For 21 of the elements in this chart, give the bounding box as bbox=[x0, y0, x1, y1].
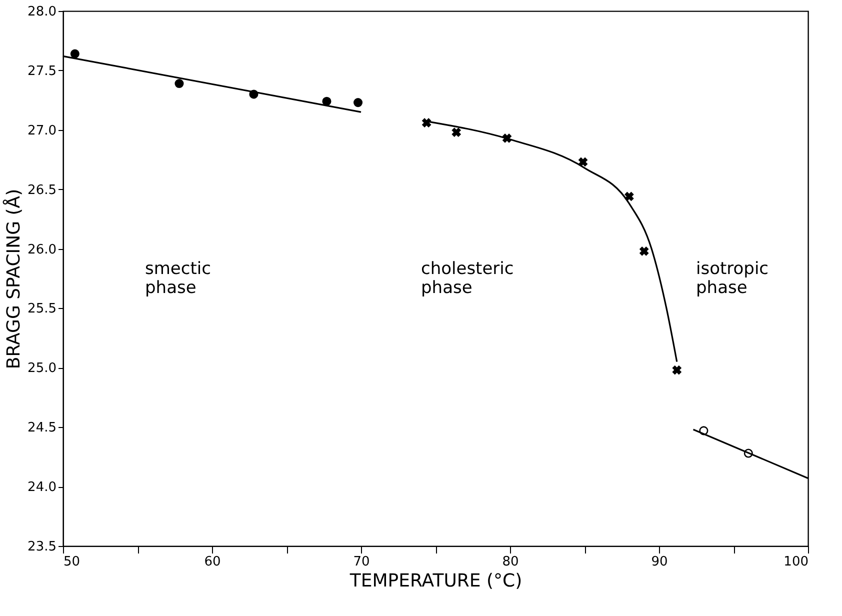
annotation: cholesteric phase bbox=[421, 259, 514, 298]
y-tick-label: 24.0 bbox=[28, 480, 56, 496]
x-tick-label: 70 bbox=[353, 554, 370, 570]
x-tick-label: 100 bbox=[784, 554, 808, 570]
y-tick-label: 24.5 bbox=[28, 420, 56, 436]
y-tick-label: 26.5 bbox=[28, 182, 56, 198]
y-axis-title: BRAGG SPACING (Å) bbox=[2, 188, 25, 370]
y-tick-label: 27.5 bbox=[28, 64, 56, 79]
x-tick-label: 90 bbox=[651, 554, 668, 570]
x-tick-label: 50 bbox=[64, 554, 80, 570]
x-tick-label: 60 bbox=[204, 554, 221, 570]
annotation: isotropic phase bbox=[696, 259, 769, 298]
x-axis-title: TEMPERATURE (°C) bbox=[348, 570, 522, 592]
y-tick-label: 25.5 bbox=[28, 302, 56, 317]
y-tick-label: 28.0 bbox=[28, 4, 56, 20]
annotation: smectic phase bbox=[145, 259, 211, 298]
x-tick-label: 80 bbox=[502, 554, 519, 570]
y-tick-label: 23.5 bbox=[28, 540, 56, 554]
y-tick-label: 25.0 bbox=[28, 361, 56, 376]
y-tick-label: 26.0 bbox=[28, 242, 56, 258]
y-tick-label: 27.0 bbox=[28, 123, 56, 138]
